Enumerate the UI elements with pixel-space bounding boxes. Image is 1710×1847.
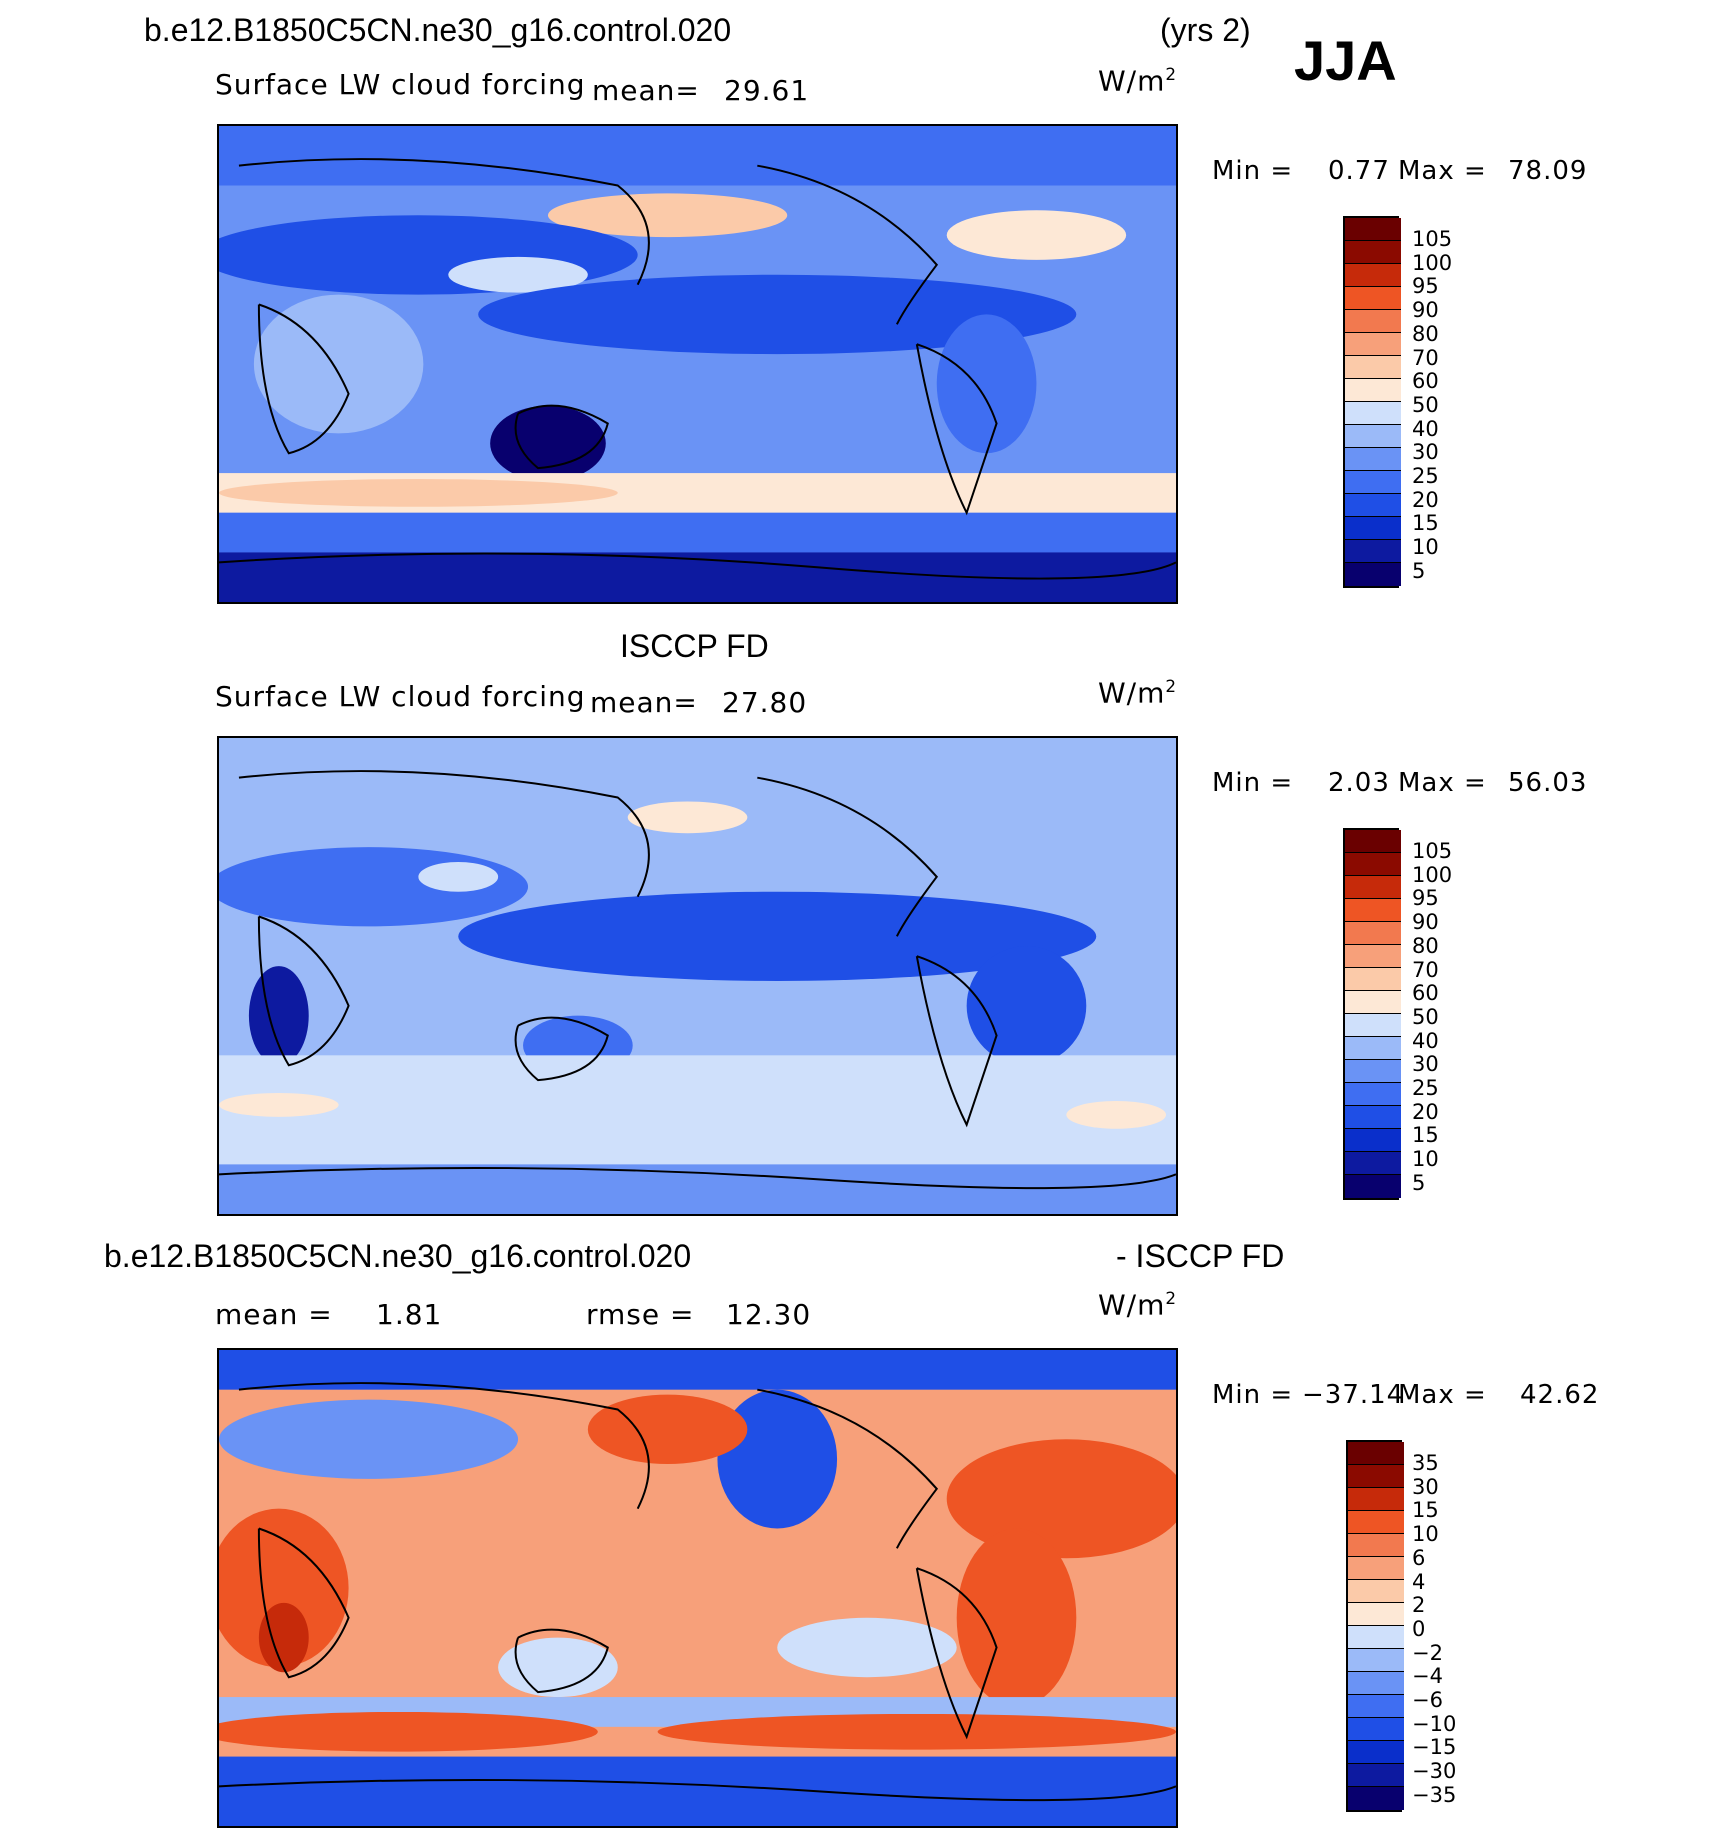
panel1-contour-field: [219, 126, 1176, 602]
panel3-mean-label: mean =: [215, 1298, 333, 1331]
panel2-min-label: Min =: [1212, 768, 1294, 798]
colorbar-label: 10: [1412, 535, 1439, 560]
panel1-min-value: 0.77: [1328, 156, 1390, 186]
colorbar-label: 6: [1412, 1545, 1426, 1570]
colorbar-label: −15: [1412, 1735, 1457, 1760]
colorbar-label: 35: [1412, 1451, 1439, 1475]
panel1-max-value: 78.09: [1508, 156, 1588, 186]
colorbar-label: 20: [1412, 487, 1439, 512]
colorbar-label: 100: [1412, 862, 1453, 887]
panel2-mean-label: mean=: [590, 686, 698, 719]
colorbar-label: 40: [1412, 1028, 1439, 1053]
colorbar-label: 90: [1412, 298, 1439, 323]
panel3-colorbar: [1346, 1440, 1404, 1812]
colorbar-label: 50: [1412, 392, 1439, 417]
colorbar-label: −10: [1412, 1711, 1457, 1736]
colorbar-label: 40: [1412, 416, 1439, 441]
colorbar-label: 4: [1412, 1569, 1426, 1594]
panel1-variable: Surface LW cloud forcing: [215, 68, 586, 101]
panel2-contour-field: [219, 738, 1176, 1214]
season-label: JJA: [1294, 29, 1397, 92]
colorbar-label: 0: [1412, 1616, 1426, 1641]
colorbar-label: 70: [1412, 345, 1439, 370]
panel2-max-label: Max =: [1398, 768, 1487, 798]
colorbar-label: 105: [1412, 227, 1453, 251]
colorbar-label: −6: [1412, 1688, 1443, 1713]
panel1-colorbar-labels: 105 100 95 90 80 70 60 50 40 30 25 20 15…: [1412, 227, 1453, 584]
panel1-min-label: Min =: [1212, 156, 1294, 186]
colorbar-label: 70: [1412, 957, 1439, 982]
colorbar-label: 10: [1412, 1522, 1439, 1547]
panel2-units: W/m2: [1098, 676, 1178, 710]
colorbar-label: 80: [1412, 933, 1439, 958]
panel2-mean-value: 27.80: [722, 686, 808, 719]
colorbar-label: 5: [1412, 1170, 1426, 1195]
panel2-variable: Surface LW cloud forcing: [215, 680, 586, 713]
panel3-title-right: - ISCCP FD: [1116, 1238, 1285, 1274]
colorbar-label: −4: [1412, 1664, 1443, 1689]
colorbar-label: 5: [1412, 558, 1426, 583]
colorbar-label: 80: [1412, 321, 1439, 346]
years-label: (yrs 2): [1160, 12, 1251, 48]
colorbar-label: 60: [1412, 369, 1439, 394]
panel3-max-value: 42.62: [1520, 1380, 1600, 1410]
panel1-max-label: Max =: [1398, 156, 1487, 186]
colorbar-label: 30: [1412, 440, 1439, 465]
panel2-min-value: 2.03: [1328, 768, 1390, 798]
colorbar-label: 15: [1412, 1123, 1439, 1148]
panel2-colorbar: [1343, 828, 1401, 1200]
colorbar-label: −30: [1412, 1759, 1457, 1784]
panel3-rmse-label: rmse =: [586, 1298, 695, 1331]
panel1-map: [217, 124, 1178, 604]
panel3-contour-field: [219, 1350, 1176, 1826]
panel3-min-label: Min =: [1212, 1380, 1294, 1410]
panel3-rmse-value: 12.30: [726, 1298, 812, 1331]
panel2-title: ISCCP FD: [620, 628, 769, 664]
panel3-map: [217, 1348, 1178, 1828]
panel3-min-value: −37.14: [1302, 1380, 1405, 1410]
colorbar-label: 50: [1412, 1004, 1439, 1029]
colorbar-label: 90: [1412, 910, 1439, 935]
colorbar-label: −2: [1412, 1640, 1443, 1665]
colorbar-label: 30: [1412, 1052, 1439, 1077]
colorbar-label: 95: [1412, 886, 1439, 911]
panel1-mean-label: mean=: [592, 74, 700, 107]
colorbar-label: 30: [1412, 1474, 1439, 1499]
panel3-max-label: Max =: [1398, 1380, 1487, 1410]
colorbar-label: 20: [1412, 1099, 1439, 1124]
colorbar-label: 15: [1412, 1498, 1439, 1523]
case-title: b.e12.B1850C5CN.ne30_g16.control.020: [144, 12, 732, 48]
panel3-title-left: b.e12.B1850C5CN.ne30_g16.control.020: [104, 1238, 692, 1274]
panel1-mean-value: 29.61: [724, 74, 810, 107]
panel1-colorbar: [1343, 216, 1401, 588]
colorbar-label: 25: [1412, 464, 1439, 489]
colorbar-label: 60: [1412, 981, 1439, 1006]
panel2-max-value: 56.03: [1508, 768, 1588, 798]
colorbar-label: 95: [1412, 274, 1439, 299]
panel3-colorbar-labels: 35 30 15 10 6 4 2 0 −2 −4 −6 −10 −15 −30…: [1412, 1451, 1457, 1808]
panel1-units: W/m2: [1098, 64, 1178, 98]
colorbar-label: 100: [1412, 250, 1453, 275]
colorbar-label: 25: [1412, 1076, 1439, 1101]
colorbar-label: 15: [1412, 511, 1439, 536]
panel3-mean-value: 1.81: [376, 1298, 443, 1331]
panel3-units: W/m2: [1098, 1288, 1178, 1322]
colorbar-label: 2: [1412, 1593, 1426, 1618]
panel2-colorbar-labels: 105 100 95 90 80 70 60 50 40 30 25 20 15…: [1412, 839, 1453, 1196]
colorbar-label: 10: [1412, 1147, 1439, 1172]
colorbar-label: −35: [1412, 1782, 1457, 1807]
panel2-map: [217, 736, 1178, 1216]
colorbar-label: 105: [1412, 839, 1453, 863]
